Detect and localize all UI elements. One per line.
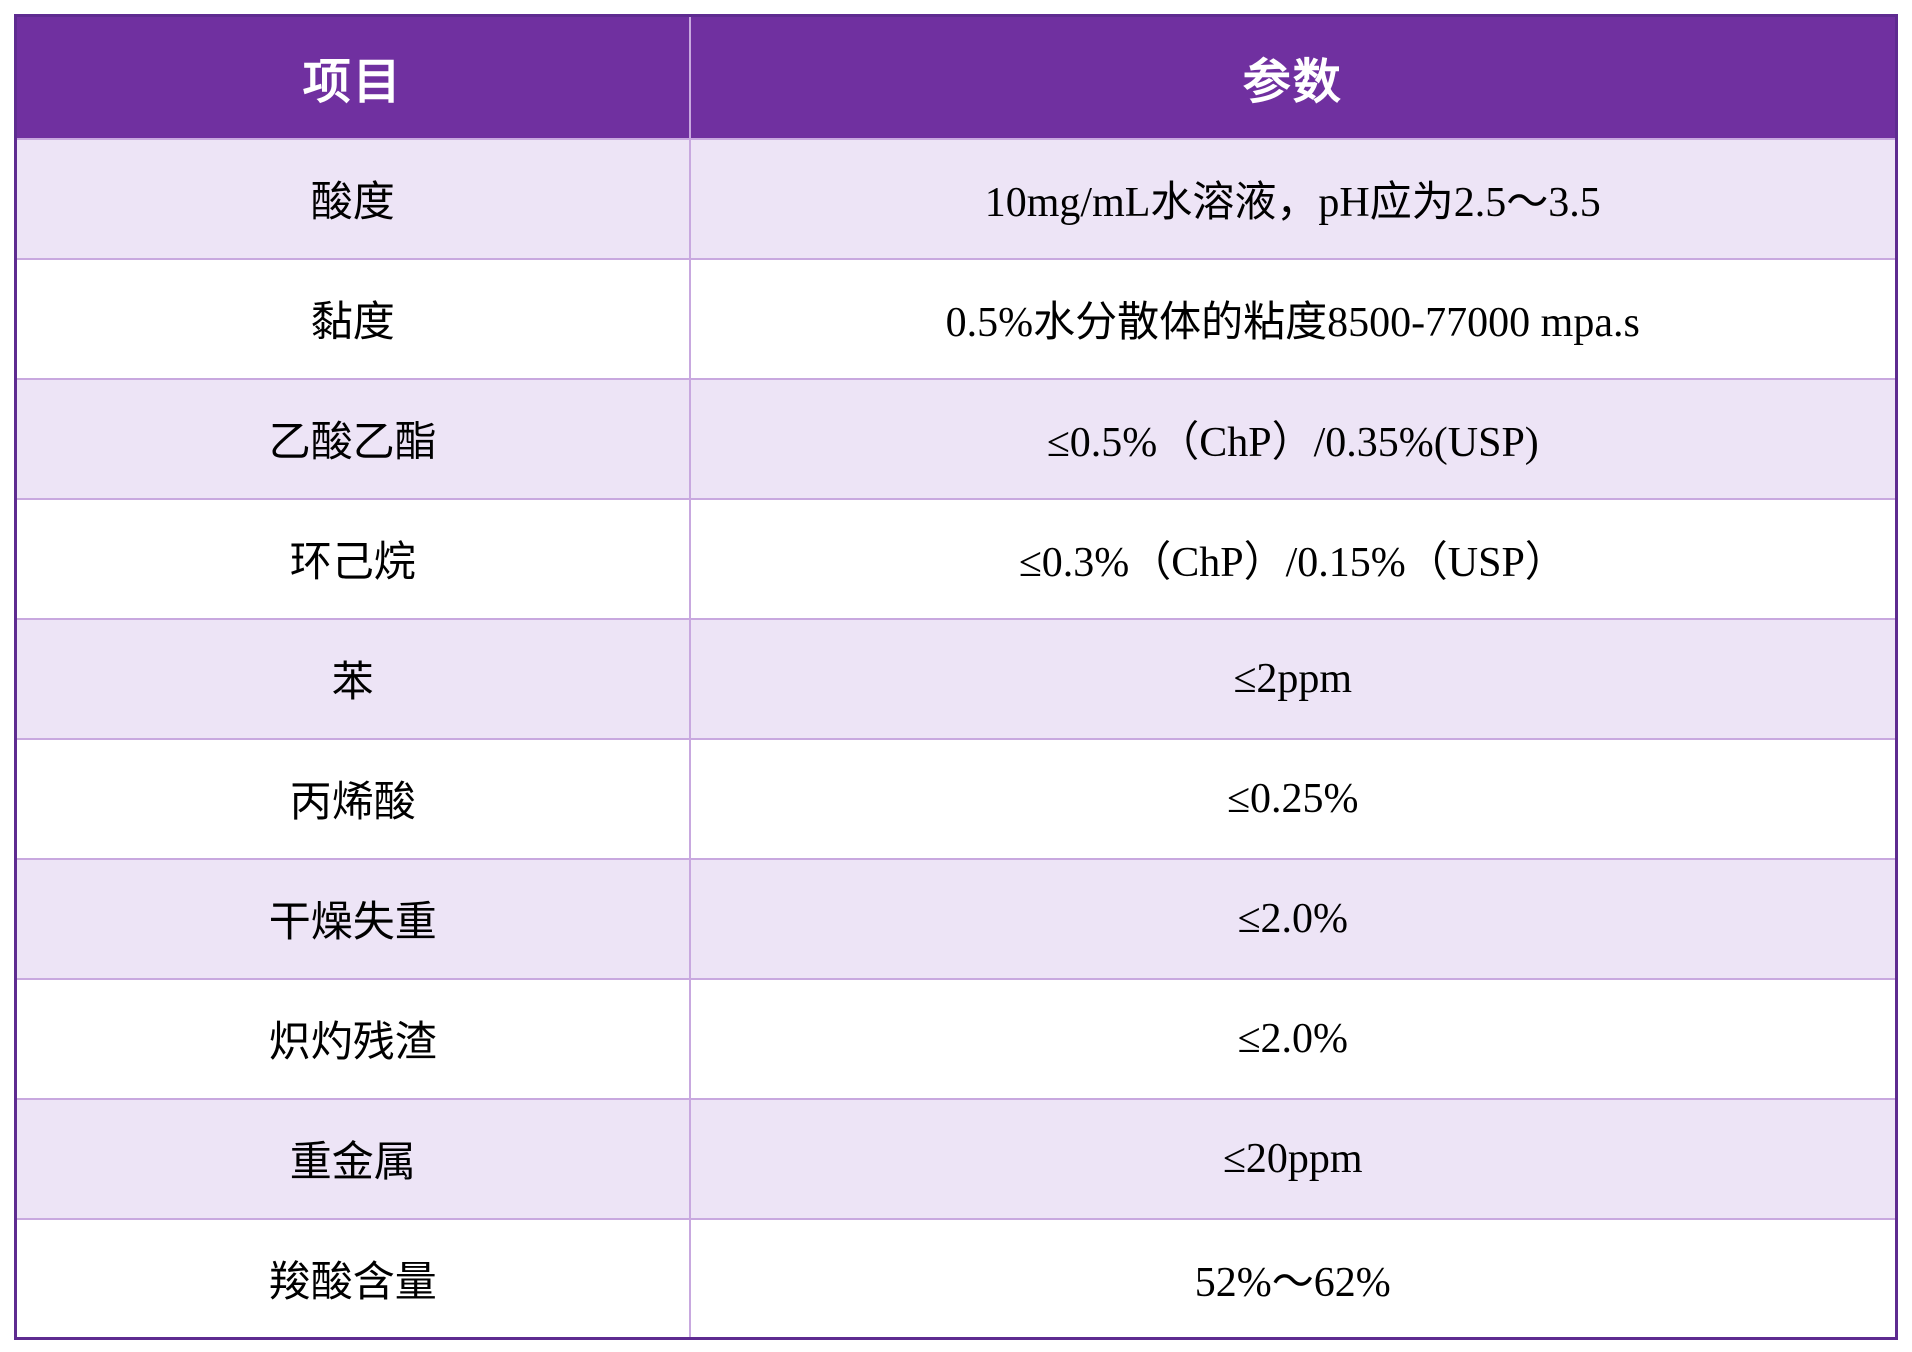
table-row: 羧酸含量 52%～62% bbox=[14, 1217, 1898, 1340]
table-row: 干燥失重 ≤2.0% bbox=[14, 857, 1898, 980]
item-cell: 乙酸乙酯 bbox=[14, 377, 691, 500]
param-cell: 10mg/mL水溶液，pH应为2.5～3.5 bbox=[688, 137, 1898, 260]
param-cell: 0.5%水分散体的粘度8500-77000 mpa.s bbox=[688, 257, 1898, 380]
table-row: 炽灼残渣 ≤2.0% bbox=[14, 977, 1898, 1100]
param-cell: 52%～62% bbox=[688, 1217, 1898, 1340]
table-body: 酸度 10mg/mL水溶液，pH应为2.5～3.5 黏度 0.5%水分散体的粘度… bbox=[14, 137, 1898, 1340]
item-cell: 重金属 bbox=[14, 1097, 691, 1220]
param-cell: ≤2ppm bbox=[688, 617, 1898, 740]
table-row: 黏度 0.5%水分散体的粘度8500-77000 mpa.s bbox=[14, 257, 1898, 380]
item-cell: 黏度 bbox=[14, 257, 691, 380]
column-header-item: 项目 bbox=[15, 15, 691, 140]
table-header: 项目 参数 bbox=[15, 15, 1897, 140]
param-cell: ≤0.5%（ChP）/0.35%(USP) bbox=[688, 377, 1898, 500]
item-cell: 羧酸含量 bbox=[14, 1217, 691, 1340]
table-row: 苯 ≤2ppm bbox=[14, 617, 1898, 740]
item-cell: 酸度 bbox=[14, 137, 691, 260]
param-cell: ≤0.25% bbox=[688, 737, 1898, 860]
item-cell: 丙烯酸 bbox=[14, 737, 691, 860]
spec-table-container: 项目 参数 酸度 10mg/mL水溶液，pH应为2.5～3.5 黏度 0.5%水… bbox=[14, 14, 1898, 1340]
param-cell: ≤2.0% bbox=[688, 857, 1898, 980]
table-row: 丙烯酸 ≤0.25% bbox=[14, 737, 1898, 860]
param-cell: ≤20ppm bbox=[688, 1097, 1898, 1220]
item-cell: 炽灼残渣 bbox=[14, 977, 691, 1100]
header-row: 项目 参数 bbox=[15, 15, 1897, 140]
item-cell: 苯 bbox=[14, 617, 691, 740]
product-spec-table: 项目 参数 酸度 10mg/mL水溶液，pH应为2.5～3.5 黏度 0.5%水… bbox=[14, 14, 1898, 1340]
param-cell: ≤0.3%（ChP）/0.15%（USP） bbox=[688, 497, 1898, 620]
column-header-param: 参数 bbox=[688, 15, 1897, 140]
item-cell: 环己烷 bbox=[14, 497, 691, 620]
table-row: 重金属 ≤20ppm bbox=[14, 1097, 1898, 1220]
table-row: 酸度 10mg/mL水溶液，pH应为2.5～3.5 bbox=[14, 137, 1898, 260]
param-cell: ≤2.0% bbox=[688, 977, 1898, 1100]
table-row: 乙酸乙酯 ≤0.5%（ChP）/0.35%(USP) bbox=[14, 377, 1898, 500]
table-row: 环己烷 ≤0.3%（ChP）/0.15%（USP） bbox=[14, 497, 1898, 620]
item-cell: 干燥失重 bbox=[14, 857, 691, 980]
